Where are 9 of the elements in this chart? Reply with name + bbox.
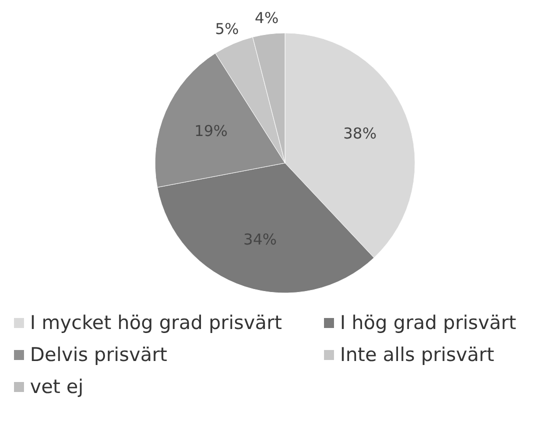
data-label: 38%	[343, 124, 377, 142]
legend-label: vet ej	[30, 376, 84, 398]
legend-label: I hög grad prisvärt	[340, 312, 516, 334]
legend-label: I mycket hög grad prisvärt	[30, 312, 282, 334]
data-label: 19%	[194, 122, 228, 140]
legend-label: Delvis prisvärt	[30, 344, 168, 366]
legend-label: Inte alls prisvärt	[340, 344, 494, 366]
data-label: 4%	[254, 9, 279, 28]
data-label: 5%	[215, 20, 239, 38]
